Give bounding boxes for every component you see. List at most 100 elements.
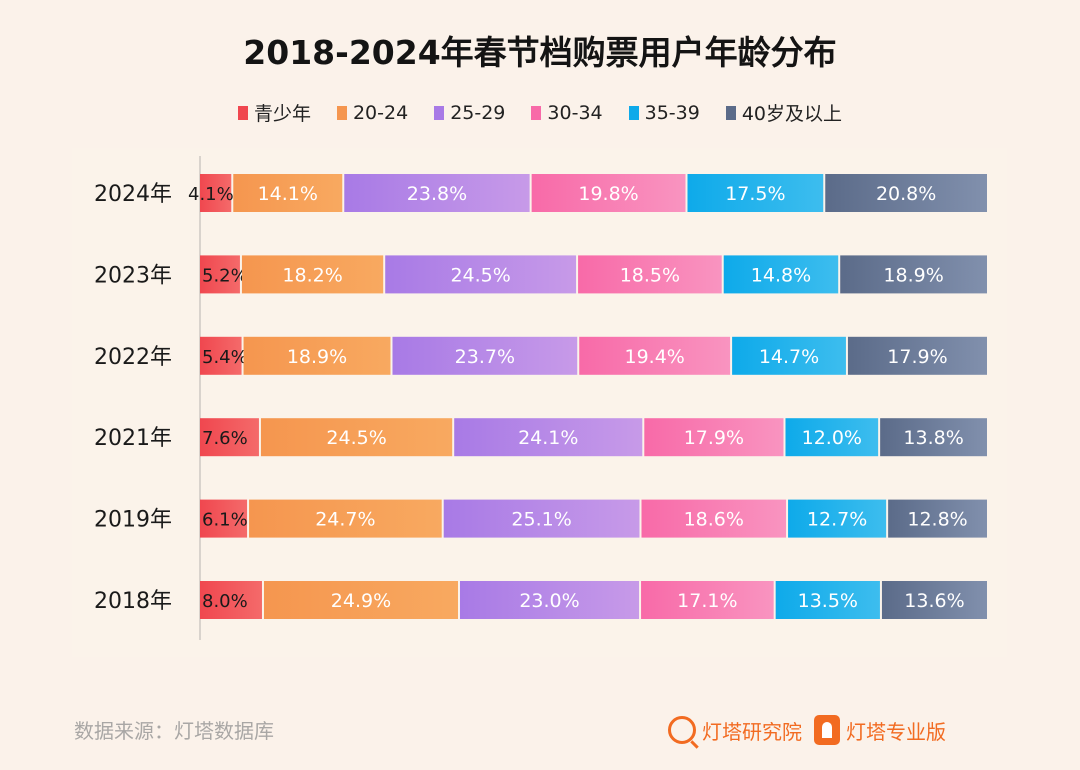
- bar-segment: [344, 174, 530, 212]
- y-tick-label: 2019年: [94, 508, 172, 533]
- legend-swatch: [336, 105, 347, 120]
- y-tick-label: 2022年: [94, 345, 172, 370]
- data-label: 13.5%: [798, 590, 858, 612]
- data-label: 13.8%: [903, 427, 963, 449]
- y-tick-label: 2018年: [94, 589, 172, 614]
- legend-item: 20-24: [336, 99, 408, 126]
- bar-segment: [641, 581, 774, 619]
- bar-segment: [241, 255, 384, 294]
- lighthouse-pro-logo: 灯塔专业版: [814, 715, 946, 745]
- data-label: 18.6%: [684, 509, 744, 531]
- bar-segment: [392, 336, 578, 375]
- legend-swatch: [628, 105, 639, 120]
- bar-segment: [723, 255, 839, 294]
- lighthouse-research-logo: 灯塔研究院: [668, 716, 802, 745]
- data-label: 24.5%: [326, 427, 386, 449]
- bar-segment: [788, 499, 887, 538]
- data-label: 25.1%: [511, 509, 571, 531]
- data-label: 6.1%: [202, 510, 248, 531]
- data-label: 12.0%: [802, 427, 862, 449]
- data-label: 8.0%: [202, 591, 248, 612]
- data-label: 24.1%: [518, 427, 578, 449]
- data-label: 17.9%: [887, 346, 947, 368]
- data-label: 12.8%: [907, 509, 967, 531]
- legend-item: 30-34: [531, 99, 603, 126]
- legend-item: 青少年: [237, 99, 311, 126]
- legend-item: 40岁及以上: [725, 99, 843, 126]
- bar-segment: [888, 499, 987, 538]
- legend-swatch: [725, 105, 736, 120]
- legend-label: 青少年: [253, 103, 311, 125]
- bar-segment: [233, 174, 343, 212]
- data-label: 23.0%: [519, 590, 579, 612]
- data-label: 5.2%: [202, 265, 248, 286]
- bar-segment: [200, 255, 240, 294]
- bar-segment: [200, 581, 262, 619]
- bar-segment: [260, 418, 453, 457]
- bar-segment: [847, 336, 987, 375]
- data-label: 19.8%: [578, 183, 638, 205]
- legend-swatch: [531, 105, 542, 120]
- data-label: 19.4%: [624, 346, 684, 368]
- bar-segment: [443, 499, 640, 538]
- bar-segment: [200, 336, 242, 375]
- bar-segment: [881, 581, 987, 619]
- data-label: 13.6%: [904, 590, 964, 612]
- legend: 青少年 20-24 25-29 30-34 35-39 40岁及以上: [0, 99, 1080, 126]
- data-label: 17.1%: [677, 590, 737, 612]
- bar-segment: [200, 418, 259, 457]
- bar-segment: [200, 174, 232, 212]
- bar-segment: [263, 581, 458, 619]
- bar-segment: [825, 174, 987, 212]
- bar-segment: [578, 255, 722, 294]
- data-label: 18.9%: [287, 346, 347, 368]
- data-label: 18.9%: [883, 264, 943, 286]
- footer-logos: 灯塔研究院 灯塔专业版: [668, 715, 946, 745]
- bar-segment: [732, 336, 846, 375]
- legend-label: 25-29: [450, 101, 506, 124]
- bar-segment: [243, 336, 391, 375]
- magnifier-lighthouse-icon: [668, 716, 696, 744]
- bar-segment: [200, 499, 248, 538]
- legend-label: 40岁及以上: [741, 103, 843, 125]
- bar-segment: [687, 174, 824, 212]
- bar-segment: [785, 418, 879, 457]
- data-label: 14.8%: [751, 264, 811, 286]
- logo-label: 灯塔专业版: [846, 719, 946, 744]
- y-tick-label: 2021年: [94, 426, 172, 451]
- bar-segment: [385, 255, 577, 294]
- y-tick-label: 2024年: [94, 182, 172, 207]
- data-label: 17.5%: [725, 183, 785, 205]
- data-label: 24.5%: [450, 264, 510, 286]
- legend-swatch: [434, 105, 445, 120]
- data-source-note: 数据来源：灯塔数据库: [74, 719, 274, 743]
- legend-label: 35-39: [644, 101, 700, 124]
- data-label: 4.1%: [188, 184, 234, 205]
- bar-segment: [644, 418, 784, 457]
- data-label: 17.9%: [684, 427, 744, 449]
- chart-title: 2018-2024年春节档购票用户年龄分布: [243, 33, 837, 72]
- y-tick-label: 2023年: [94, 263, 172, 288]
- bar-segment: [641, 499, 787, 538]
- plot-panel: [72, 148, 1007, 657]
- data-label: 24.9%: [331, 590, 391, 612]
- bar-segment: [454, 418, 643, 457]
- data-label: 24.7%: [315, 509, 375, 531]
- lighthouse-app-icon: [814, 715, 840, 745]
- bar-segment: [249, 499, 442, 538]
- data-label: 18.2%: [282, 264, 342, 286]
- data-label: 12.7%: [807, 509, 867, 531]
- legend-item: 25-29: [434, 99, 505, 126]
- data-label: 23.7%: [455, 346, 515, 368]
- bar-segment: [459, 581, 640, 619]
- legend-item: 35-39: [628, 99, 700, 126]
- data-label: 7.6%: [202, 428, 248, 449]
- bar-segment: [775, 581, 880, 619]
- logo-label: 灯塔研究院: [702, 719, 802, 744]
- bar-segment: [579, 336, 731, 375]
- data-label: 23.8%: [407, 183, 467, 205]
- data-label: 5.4%: [202, 347, 248, 368]
- data-label: 14.7%: [759, 346, 819, 368]
- data-label: 20.8%: [876, 183, 936, 205]
